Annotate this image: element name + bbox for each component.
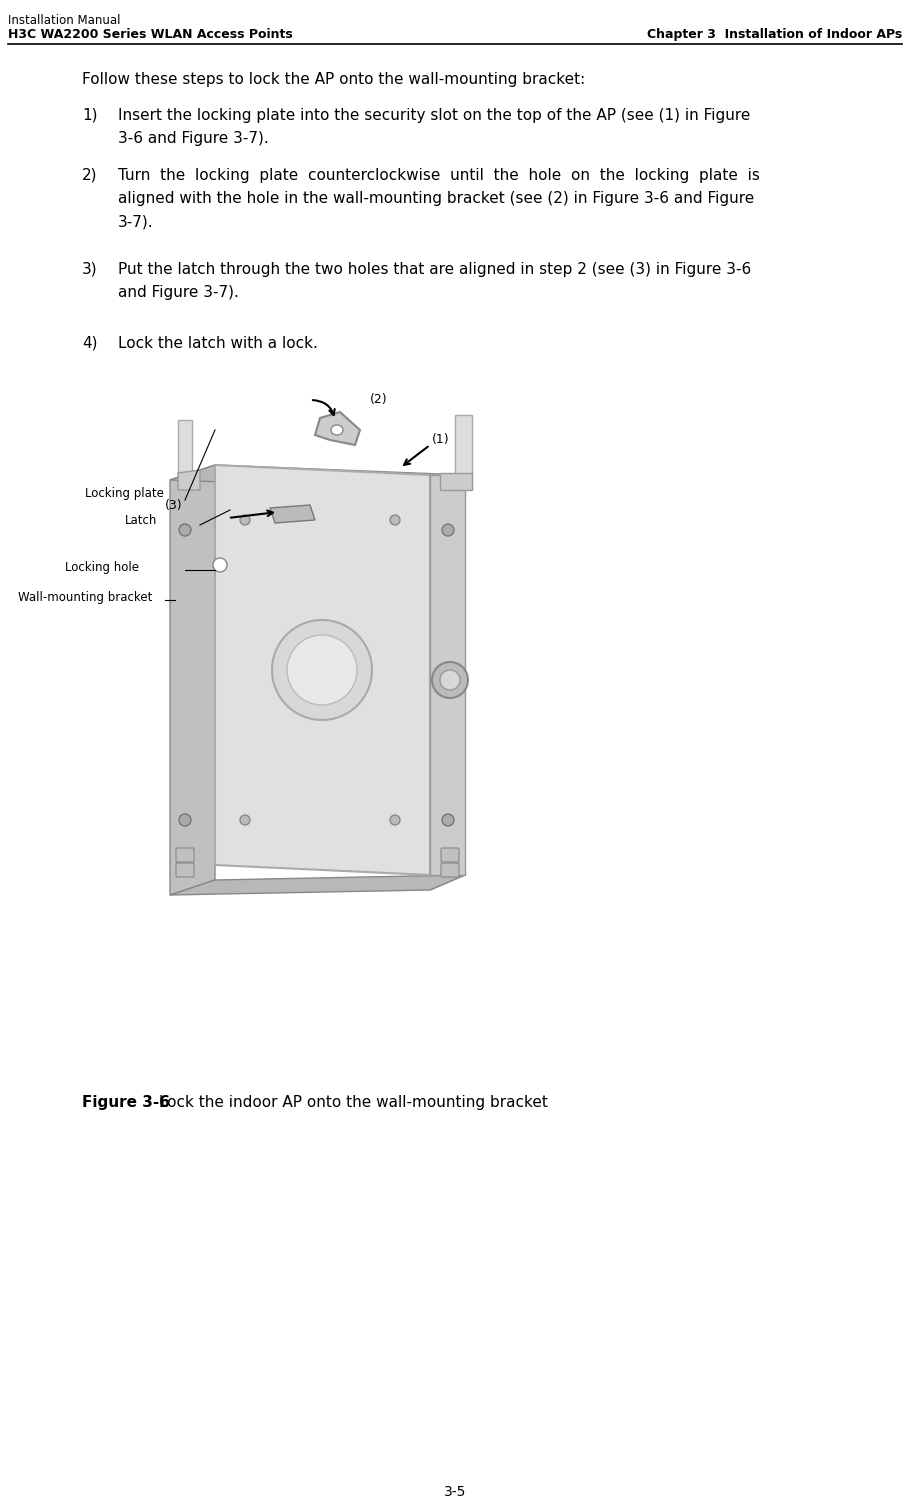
Text: (1): (1) [432, 433, 450, 447]
Text: Chapter 3  Installation of Indoor APs: Chapter 3 Installation of Indoor APs [647, 29, 902, 41]
Polygon shape [178, 420, 192, 476]
Circle shape [442, 814, 454, 826]
Circle shape [240, 815, 250, 824]
Polygon shape [170, 465, 215, 895]
Circle shape [390, 815, 400, 824]
Polygon shape [270, 504, 315, 522]
Text: Follow these steps to lock the AP onto the wall-mounting bracket:: Follow these steps to lock the AP onto t… [82, 72, 585, 88]
Text: Lock the indoor AP onto the wall-mounting bracket: Lock the indoor AP onto the wall-mountin… [154, 1095, 548, 1110]
Ellipse shape [331, 424, 343, 435]
Text: Insert the locking plate into the security slot on the top of the AP (see (1) in: Insert the locking plate into the securi… [118, 109, 751, 146]
Text: Installation Manual: Installation Manual [8, 14, 120, 27]
FancyBboxPatch shape [176, 849, 194, 862]
Polygon shape [430, 476, 465, 889]
Circle shape [179, 814, 191, 826]
Polygon shape [215, 465, 430, 874]
FancyBboxPatch shape [176, 864, 194, 877]
Text: 3-5: 3-5 [444, 1484, 466, 1499]
Circle shape [272, 621, 372, 720]
Polygon shape [170, 465, 465, 491]
Polygon shape [430, 476, 465, 874]
Circle shape [287, 636, 357, 705]
Circle shape [213, 559, 227, 572]
Circle shape [240, 515, 250, 525]
Polygon shape [455, 415, 472, 476]
Text: 2): 2) [82, 168, 97, 183]
Circle shape [179, 524, 191, 536]
Text: 3): 3) [82, 263, 97, 276]
Circle shape [432, 661, 468, 698]
Text: Lock the latch with a lock.: Lock the latch with a lock. [118, 337, 318, 350]
Text: H3C WA2200 Series WLAN Access Points: H3C WA2200 Series WLAN Access Points [8, 29, 293, 41]
Text: Turn  the  locking  plate  counterclockwise  until  the  hole  on  the  locking : Turn the locking plate counterclockwise … [118, 168, 760, 230]
Circle shape [442, 524, 454, 536]
Circle shape [440, 670, 460, 690]
Polygon shape [170, 874, 465, 895]
Polygon shape [315, 412, 360, 445]
Text: Wall-mounting bracket: Wall-mounting bracket [18, 592, 152, 604]
FancyBboxPatch shape [441, 849, 459, 862]
Circle shape [390, 515, 400, 525]
Text: (2): (2) [370, 394, 388, 406]
Text: Latch: Latch [125, 513, 157, 527]
Polygon shape [178, 470, 200, 491]
Text: Locking hole: Locking hole [65, 562, 139, 574]
FancyBboxPatch shape [441, 864, 459, 877]
Text: Figure 3-6: Figure 3-6 [82, 1095, 170, 1110]
Polygon shape [440, 473, 472, 491]
Text: (3): (3) [165, 498, 183, 512]
Text: 1): 1) [82, 109, 97, 122]
Text: 4): 4) [82, 337, 97, 350]
Text: Locking plate: Locking plate [85, 488, 164, 500]
Text: Put the latch through the two holes that are aligned in step 2 (see (3) in Figur: Put the latch through the two holes that… [118, 263, 752, 300]
